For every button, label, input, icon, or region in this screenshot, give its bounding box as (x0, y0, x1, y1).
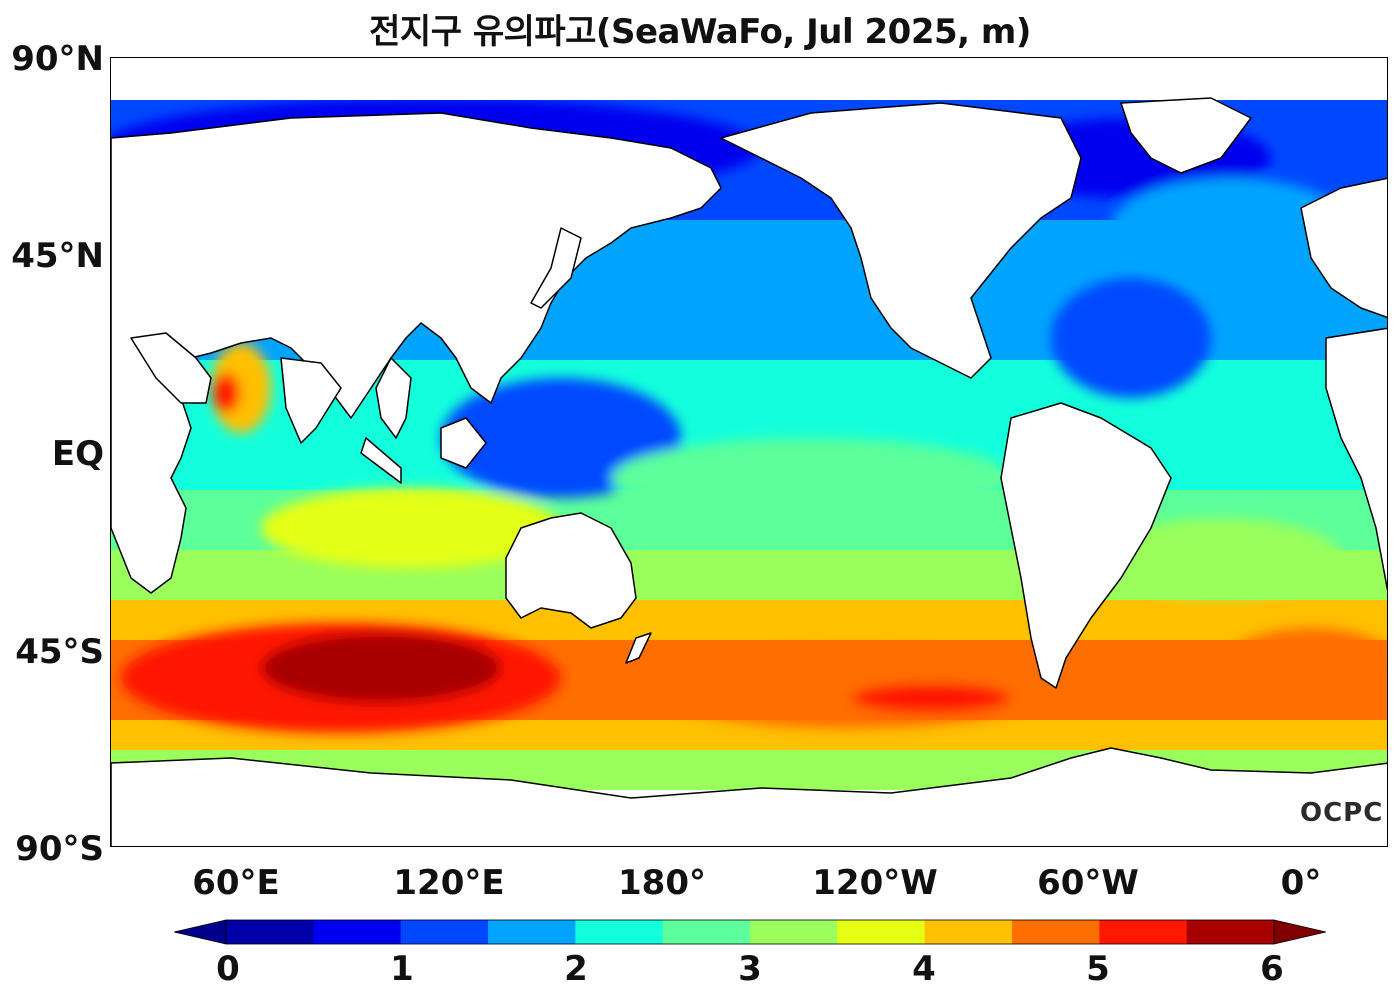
cbar-segment (1186, 920, 1275, 944)
x-tick-0: 0° (1280, 863, 1322, 903)
cbar-segment (662, 920, 751, 944)
arctic-no-data (111, 58, 1387, 100)
wave-height-map (111, 58, 1387, 846)
north-america (720, 102, 1082, 379)
south-america (1000, 402, 1172, 689)
cbar-tick-6: 6 (1260, 949, 1284, 989)
colorbar (174, 919, 1326, 945)
cbar-segment (750, 920, 838, 944)
x-tick-120w: 120°W (812, 863, 938, 903)
cbar-segment (1099, 920, 1188, 944)
landmasses (111, 97, 1387, 846)
cbar-tick-5: 5 (1086, 949, 1110, 989)
antarctica (111, 747, 1387, 846)
india (280, 357, 342, 444)
greenland (1120, 97, 1252, 174)
cbar-segment (488, 920, 576, 944)
arabian-peninsula (130, 332, 212, 404)
cbar-segment (837, 920, 926, 944)
map-panel (110, 57, 1388, 847)
cbar-segment (1012, 920, 1100, 944)
europe-west (1300, 177, 1387, 319)
cbar-tick-0: 0 (216, 949, 240, 989)
cbar-tick-2: 2 (564, 949, 588, 989)
x-tick-60e: 60°E (192, 863, 280, 903)
wave-field (111, 98, 1387, 800)
cbar-segment (924, 920, 1013, 944)
y-tick-45n: 45°N (11, 236, 104, 276)
australia (505, 512, 637, 629)
new-zealand (625, 632, 652, 664)
cbar-segment (400, 920, 489, 944)
cbar-under-arrow (174, 919, 227, 945)
map-title: 전지구 유의파고(SeaWaFo, Jul 2025, m) (369, 12, 1031, 52)
y-tick-eq: EQ (51, 434, 104, 474)
cbar-over-arrow (1273, 919, 1326, 945)
japan (530, 227, 582, 309)
borneo (440, 417, 487, 469)
southeast-asia (375, 357, 412, 439)
cbar-tick-3: 3 (738, 949, 762, 989)
x-tick-120e: 120°E (393, 863, 505, 903)
cbar-segment (575, 920, 664, 944)
y-tick-90s: 90°S (15, 829, 104, 869)
x-tick-60w: 60°W (1037, 863, 1139, 903)
west-africa (1325, 327, 1387, 592)
y-tick-45s: 45°S (15, 632, 104, 672)
ocpc-logo: OCPC (1300, 798, 1384, 828)
x-tick-180: 180° (618, 863, 706, 903)
cbar-tick-4: 4 (912, 949, 936, 989)
cbar-segment (313, 920, 402, 944)
sumatra (360, 437, 402, 484)
cbar-tick-1: 1 (390, 949, 414, 989)
y-tick-90n: 90°N (11, 39, 104, 79)
cbar-border (225, 919, 1275, 945)
cbar-segment (226, 920, 314, 944)
